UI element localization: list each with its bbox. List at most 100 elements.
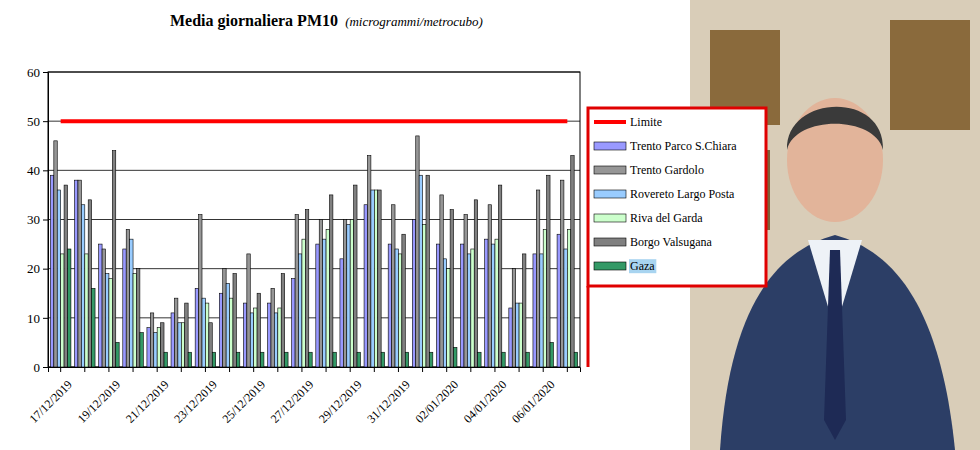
bar [226,283,229,367]
x-tick-label: 06/01/2020 [509,377,558,426]
bar [388,244,391,367]
photo-tie [824,250,846,440]
bar [292,279,295,368]
bar [161,323,164,367]
bar [130,239,133,367]
bar [502,352,505,367]
x-tick-mark [60,367,61,372]
bar [485,239,488,367]
bar [99,244,102,367]
bar [68,249,71,367]
bar [136,269,139,367]
bar [374,190,377,367]
bar [464,215,467,367]
x-tick-label: 25/12/2019 [219,377,268,426]
bar [557,234,560,367]
x-tick: 19/12/2019 [75,367,124,426]
y-tick: 20 [27,261,48,276]
x-tick-mark [181,367,182,372]
bar [550,342,553,367]
bar [536,190,539,367]
bar [261,352,264,367]
bar [543,229,546,367]
legend-swatch [594,120,626,124]
bar [378,190,381,367]
bar [574,352,577,367]
y-tick-label: 50 [27,114,40,129]
bar [350,220,353,368]
x-tick-mark [108,367,109,372]
bar [116,342,119,367]
bar [367,156,370,367]
bar [319,220,322,368]
bar [92,288,95,367]
bar [230,298,233,367]
bar [392,205,395,367]
bar [467,254,470,367]
bar [478,352,481,367]
bar [495,239,498,367]
bar [147,328,150,367]
x-tick-mark [84,367,85,372]
bar [174,298,177,367]
x-tick-label: 04/01/2020 [461,377,510,426]
legend-box [588,108,766,286]
x-tick-mark [519,367,520,372]
x-axis-line [49,368,581,373]
x-tick [133,367,134,372]
legend: LimiteTrento Parco S.ChiaraTrento Gardol… [588,108,766,286]
bar [412,220,415,368]
y-tick-mark [43,318,48,319]
y-tick-mark [43,269,48,270]
bar [398,254,401,367]
legend-label: Trento Gardolo [630,163,704,177]
bar [271,288,274,367]
legend-swatch [594,166,626,174]
x-axis: 17/12/201919/12/201921/12/201923/12/2019… [26,367,580,426]
legend-swatch [594,142,626,150]
x-tick [326,367,327,372]
bar-series [64,151,574,367]
x-tick-mark [326,367,327,372]
bar [236,352,239,367]
bar [102,249,105,367]
x-tick-mark [253,367,254,372]
bar [357,352,360,367]
bar [343,220,346,368]
x-tick [567,367,568,372]
x-tick-mark [205,367,206,372]
bar [519,303,522,367]
bar [150,313,153,367]
y-tick: 60 [27,65,48,80]
x-tick: 04/01/2020 [461,367,510,426]
bar [333,352,336,367]
bar [106,274,109,367]
bar [171,313,174,367]
y-tick: 30 [27,212,48,227]
bar [516,303,519,367]
bar [440,195,443,367]
bar [423,224,426,367]
y-tick-mark [43,72,48,73]
bar [454,347,457,367]
bar [329,195,332,367]
bar [223,269,226,367]
bar [57,190,60,367]
x-tick: 31/12/2019 [364,367,413,426]
x-tick-mark [422,367,423,372]
bar [522,254,525,367]
bar-series [68,249,578,367]
bar [426,175,429,367]
y-tick-label: 10 [27,310,40,325]
bar [498,185,501,367]
bar [247,254,250,367]
bar [381,352,384,367]
bar [474,200,477,367]
y-tick: 0 [34,360,49,375]
bar [61,254,64,367]
y-tick-label: 40 [27,163,40,178]
x-tick: 21/12/2019 [123,367,172,426]
bar [278,308,281,367]
x-tick: 23/12/2019 [171,367,220,426]
bar [436,244,439,367]
